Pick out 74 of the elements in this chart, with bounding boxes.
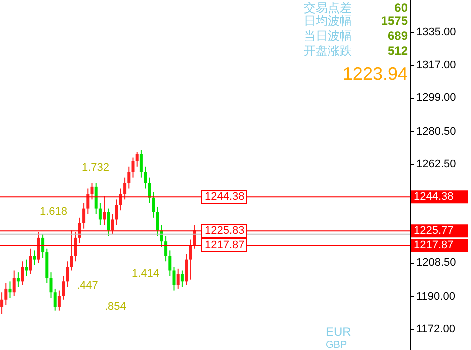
candlestick: [103, 196, 106, 226]
y-tick-label: 1335.00: [416, 26, 456, 39]
ref-line-label: 1244.38: [414, 191, 454, 204]
candlestick: [66, 261, 70, 288]
candlestick: [90, 182, 94, 200]
candlestick: [58, 290, 61, 312]
candlestick: [74, 232, 78, 262]
candlestick: [111, 214, 114, 235]
annotation: 1244.38: [205, 191, 245, 204]
annotation: .854: [105, 301, 126, 313]
y-tick-label: 1280.50: [416, 126, 456, 138]
candlestick: [98, 202, 102, 226]
annotation: 交易点差: [304, 1, 352, 15]
candlestick: [140, 150, 143, 178]
annotation: GBP: [326, 340, 348, 350]
candlestick: [156, 206, 160, 237]
annotation: 60: [394, 1, 408, 15]
candlestick: [124, 177, 127, 200]
candlestick: [16, 272, 20, 288]
annotation: 1575: [381, 14, 408, 28]
candlestick: [29, 248, 32, 275]
candlestick: [54, 288, 57, 312]
candlestick: [0, 292, 4, 315]
candlestick: [128, 166, 131, 190]
annotation: 512: [388, 44, 408, 58]
candlestick: [21, 261, 24, 286]
y-tick-label: 1172.00: [416, 324, 456, 336]
annotation: 1.618: [40, 206, 68, 218]
candlestick: [144, 166, 148, 190]
y-tick-label: 1190.00: [416, 290, 456, 303]
y-tick-label: 1208.50: [416, 257, 456, 270]
candlestick: [33, 250, 36, 266]
candlestick: [82, 202, 86, 230]
candlestick: [50, 272, 53, 299]
annotation: 1225.83: [205, 224, 245, 237]
candlestick: [115, 199, 118, 226]
candlestick: [25, 259, 28, 277]
candlestick: [70, 230, 74, 272]
candlestick: [152, 192, 156, 218]
annotation: 1.414: [132, 268, 160, 280]
ref-line-label: 1217.87: [414, 239, 454, 252]
candlestick: [8, 281, 12, 299]
candlestick: [185, 254, 188, 286]
annotation: 689: [388, 29, 408, 43]
y-tick-label: 1299.00: [416, 92, 456, 104]
candlestick: [42, 234, 45, 258]
candlestick: [132, 157, 135, 178]
candlestick: [62, 276, 66, 300]
candlestick: [136, 152, 139, 168]
candlestick: [172, 266, 176, 292]
y-tick-label: 1262.50: [416, 158, 456, 171]
candlestick: [37, 232, 40, 264]
candlestick: [119, 188, 122, 212]
candlestick: [94, 182, 98, 215]
candlestick: [180, 270, 184, 288]
annotation: .447: [77, 280, 98, 292]
y-tick-label: 1317.00: [416, 59, 456, 72]
candlestick: [176, 268, 180, 290]
candlestick: [164, 236, 168, 262]
candlestick: [12, 270, 16, 297]
annotation: 1.732: [82, 162, 110, 174]
annotation: EUR: [326, 325, 352, 339]
candlestick: [168, 250, 172, 277]
candlestick: [148, 177, 152, 204]
candlestick: [107, 208, 110, 237]
annotation: 1217.87: [205, 239, 245, 252]
candlestick: [189, 239, 192, 280]
ref-line-label: 1225.77: [414, 225, 454, 238]
annotation: 日均波幅: [304, 14, 352, 28]
annotation: 开盘涨跌: [304, 44, 352, 58]
annotation: 1223.94: [342, 64, 408, 84]
annotation: 当日波幅: [304, 29, 352, 43]
candlestick: [86, 188, 90, 215]
candlestick: [4, 283, 8, 306]
